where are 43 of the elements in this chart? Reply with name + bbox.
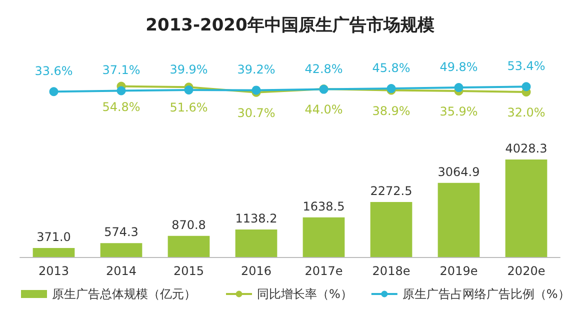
bar [505,160,548,257]
legend-label: 原生广告总体规模（亿元） [52,287,196,301]
data-label: 53.4% [507,59,546,74]
x-tick-label: 2019e [440,264,478,278]
bar [32,248,75,257]
data-label: 1638.5 [302,199,345,214]
data-label: 3064.9 [438,164,480,179]
data-label: 35.9% [440,104,478,119]
data-label: 2272.5 [370,184,412,198]
x-tick-label: 2015 [173,264,204,278]
data-label: 4028.3 [505,142,548,156]
legend-label: 同比增长率（%） [257,287,352,301]
bar [302,217,345,257]
data-label: 33.6% [34,64,73,78]
bar [235,229,278,257]
data-label: 49.8% [440,60,478,74]
data-label: 32.0% [507,106,546,120]
x-tick-label: 2018e [372,264,410,278]
data-label: 39.9% [170,62,208,77]
bar [438,182,480,257]
data-label: 42.8% [304,62,343,76]
chart-title: 2013-2020年中国原生广告市场规模 [146,16,434,36]
x-tick-label: 2014 [106,264,137,278]
x-tick-label: 2020e [507,264,546,278]
data-label: 39.2% [237,62,276,77]
data-label: 37.1% [102,63,140,78]
data-label: 371.0 [36,230,71,244]
data-label: 574.3 [104,225,138,240]
data-label: 54.8% [102,100,140,114]
bar [100,243,142,257]
legend-label: 原生广告占网络广告比例（%） [402,287,570,301]
bar [370,202,412,257]
bar [168,236,210,257]
data-label: 44.0% [304,102,343,116]
data-label: 1138.2 [235,211,278,226]
x-tick-label: 2013 [38,264,70,278]
data-label: 38.9% [372,104,410,118]
data-label: 45.8% [372,61,410,76]
x-tick-label: 2016 [240,264,272,278]
data-label: 51.6% [170,100,208,115]
x-tick-label: 2017e [304,264,343,278]
data-label: 30.7% [237,106,276,120]
data-label: 870.8 [172,218,206,232]
